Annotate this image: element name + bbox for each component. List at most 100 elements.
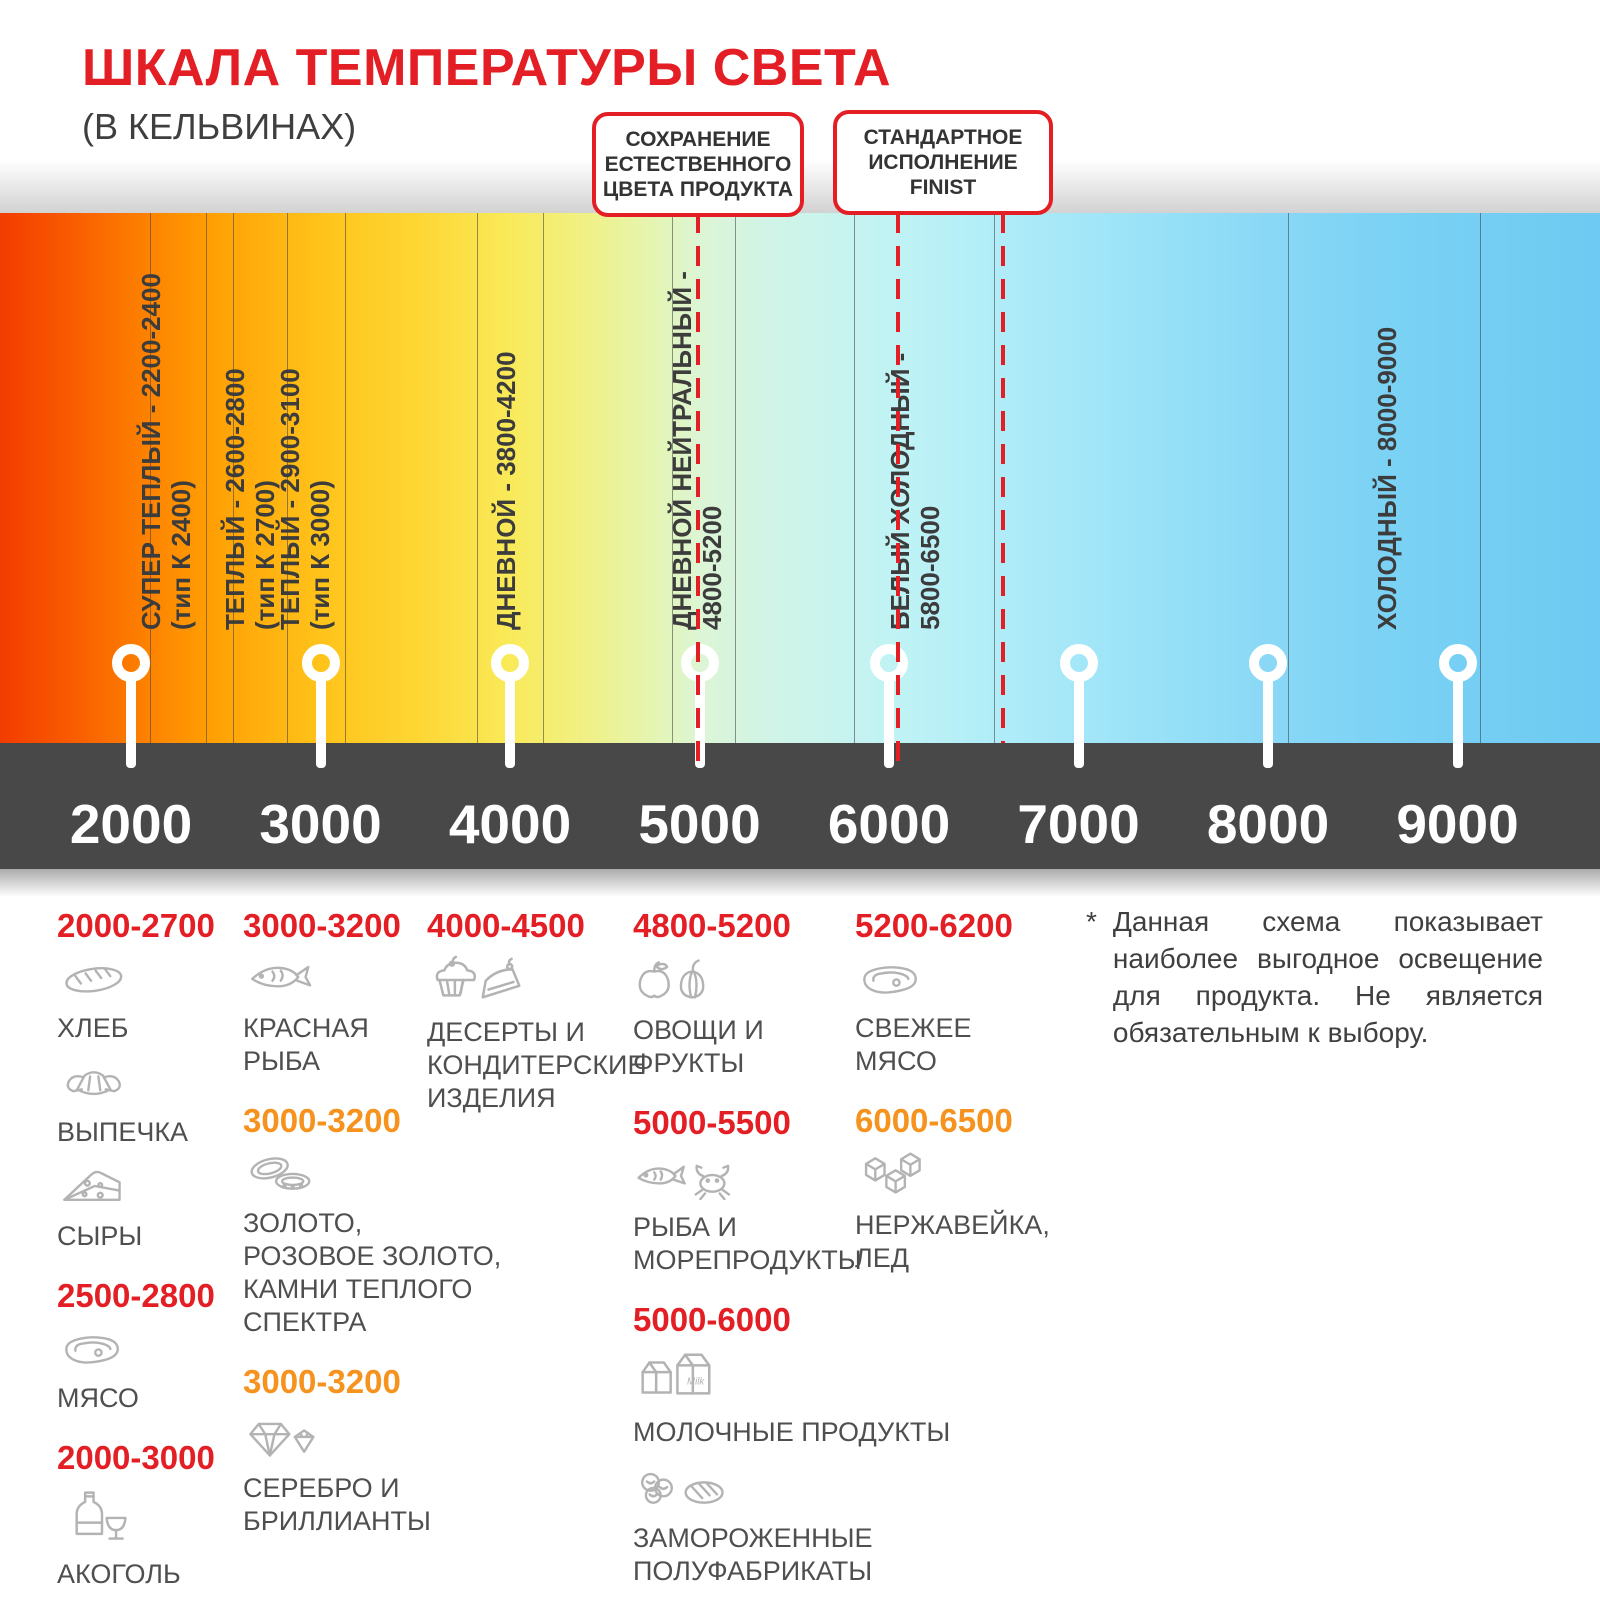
ice-cubes-icon xyxy=(864,1152,921,1194)
zone-label-line2: 5800-6500 xyxy=(914,505,945,630)
scale-pin-ring xyxy=(1059,644,1098,682)
item-label: РЫБА И МОРЕПРОДУКТЫ xyxy=(633,1212,862,1275)
frozen-food-icon xyxy=(641,1472,724,1504)
red-dashed-guide xyxy=(695,213,700,768)
header: ШКАЛА ТЕМПЕРАТУРЫ СВЕТА (В КЕЛЬВИНАХ) xyxy=(82,38,891,148)
scale-pin-ring xyxy=(491,644,529,682)
callout-finist-standard-text: СТАНДАРТНОЕ ИСПОЛНЕНИЕ FINIST xyxy=(863,126,1023,199)
zone-boundary-line xyxy=(1480,213,1482,743)
zone-label-line1: ДНЕВНОЙ НЕЙТРАЛЬНЫЙ - xyxy=(666,271,697,630)
item-label: ОВОЩИ И ФРУКТЫ xyxy=(633,1015,764,1078)
kelvin-tick-label: 3000 xyxy=(259,793,382,855)
callout-natural-color-text: СОХРАНЕНИЕ ЕСТЕСТВЕННОГО ЦВЕТА ПРОДУКТА xyxy=(602,128,794,201)
bread-icon xyxy=(65,967,123,993)
item-label: МОЛОЧНЫЕ ПРОДУКТЫ xyxy=(633,1417,951,1447)
category-column-5: 5200-6200 СВЕЖЕЕ МЯСО 6000-6500 НЕРЖАВЕЙКА,… xyxy=(855,895,1086,1299)
zone-boundary-line xyxy=(672,213,674,743)
item-label: СЫРЫ xyxy=(57,1221,143,1251)
item-label: ХЛЕБ xyxy=(57,1013,129,1043)
category-group: 4800-5200 ОВОЩИ И ФРУКТЫ xyxy=(633,907,855,1080)
range-heading: 2000-3000 xyxy=(57,1439,215,1476)
scale-pin-stem xyxy=(1452,681,1463,768)
dessert-icon xyxy=(435,955,521,999)
category-group: 3000-3200 ЗОЛОТО, РОЗОВОЕ ЗОЛОТО, КАМНИ Т… xyxy=(243,1102,501,1339)
scale-pin-ring xyxy=(1438,644,1477,682)
band-bottom-shadow xyxy=(0,869,1600,897)
zone-label-line2: (тип К 2400) xyxy=(166,480,197,630)
scale-pin-ring xyxy=(1249,644,1287,682)
vegetables-icon-box xyxy=(633,955,855,1008)
kelvin-tick-label: 5000 xyxy=(638,793,761,855)
zone-label-line1: СУПЕР ТЕПЛЫЙ - 2200-2400 xyxy=(136,273,167,630)
footnote: * Данная схема показывает наиболее выгод… xyxy=(1086,903,1543,1051)
temperature-gradient-band: СУПЕР ТЕПЛЫЙ - 2200-2400 (тип К 2400) ТЕПЛ… xyxy=(0,213,1600,768)
item-label: НЕРЖАВЕЙКА, ЛЕД xyxy=(855,1210,1050,1273)
scale-pin-stem xyxy=(1073,681,1084,768)
apple-pepper-icon xyxy=(638,959,705,999)
kelvin-axis: 2000 3000 4000 5000 6000 7000 8000 9000 xyxy=(0,743,1600,869)
diamond-icon xyxy=(249,1422,315,1457)
zone-boundary-line xyxy=(476,213,478,743)
steak-icon-box xyxy=(855,955,1086,1006)
zone-label-line1: ДНЕВНОЙ - 3800-4200 xyxy=(491,351,522,630)
alcohol-icon xyxy=(75,1491,127,1540)
fish-crab-icon xyxy=(637,1164,731,1201)
kelvin-tick-label: 7000 xyxy=(1017,793,1140,855)
scale-pin-ring xyxy=(112,644,150,682)
item-label: КРАСНАЯ РЫБА xyxy=(243,1013,369,1076)
gold-rings-icon xyxy=(250,1157,311,1190)
red-dashed-guide xyxy=(1000,213,1005,743)
ice-icon-box xyxy=(855,1150,1086,1203)
category-group: 2000-3000 АКОГОЛЬ xyxy=(57,1439,243,1591)
scale-pin-stem xyxy=(126,681,136,768)
milk-icon-box: Milk xyxy=(633,1349,855,1410)
scale-pin-ring xyxy=(301,644,340,682)
category-group: 5000-5500 РЫБА И МОРЕПРОДУКТЫ xyxy=(633,1104,862,1277)
range-heading: 3000-3200 xyxy=(243,1102,401,1139)
range-heading: 5200-6200 xyxy=(855,907,1013,944)
red-dashed-guide xyxy=(896,213,901,768)
zone-label: ХОЛОДНЫЙ - 8000-9000 xyxy=(1372,327,1402,630)
category-group: 5200-6200 СВЕЖЕЕ МЯСО xyxy=(855,907,1086,1078)
range-heading: 5000-6000 xyxy=(633,1301,791,1338)
category-column-3: 4000-4500 ДЕСЕРТЫ И КОНДИТЕРСКИЕ ИЗДЕЛИЯ xyxy=(427,895,645,1139)
croissant-icon-box xyxy=(57,1059,243,1110)
category-group: 3000-3200 КРАСНАЯ РЫБА xyxy=(243,907,427,1078)
callout-natural-color: СОХРАНЕНИЕ ЕСТЕСТВЕННОГО ЦВЕТА ПРОДУКТА xyxy=(592,112,804,217)
page-title: ШКАЛА ТЕМПЕРАТУРЫ СВЕТА xyxy=(82,39,892,97)
zone-label-line1: ТЕПЛЫЙ - 2900-3100 xyxy=(275,368,306,630)
zone-boundary-line xyxy=(734,213,736,743)
range-heading: 6000-6500 xyxy=(855,1102,1013,1139)
zone-boundary-line xyxy=(1287,213,1289,743)
category-group: 3000-3200 СЕРЕБРО И БРИЛЛИАНТЫ xyxy=(243,1363,431,1538)
scale-pin-stem xyxy=(1263,681,1273,768)
range-heading: 5000-5500 xyxy=(633,1104,791,1141)
cheese-icon xyxy=(63,1170,121,1201)
fish-icon-box xyxy=(243,955,427,1006)
category-group: 5000-6000 Milk МОЛОЧНЫЕ ПРОДУКТЫ ЗАМОРОЖЕНН… xyxy=(633,1301,950,1588)
zone-label: ТЕПЛЫЙ - 2900-3100 (тип К 3000) xyxy=(275,368,335,630)
range-heading: 3000-3200 xyxy=(243,1363,401,1400)
product-categories: 2000-2700 ХЛЕБ ВЫПЕЧКА СЫРЫ 2500-2800 МЯСО 200… xyxy=(57,895,1086,1600)
range-heading: 4000-4500 xyxy=(427,907,585,944)
zone-label-line2: 4800-5200 xyxy=(696,505,727,630)
kelvin-tick-label: 2000 xyxy=(69,793,193,855)
category-group: 6000-6500 НЕРЖАВЕЙКА, ЛЕД xyxy=(855,1102,1086,1275)
footnote-asterisk: * xyxy=(1086,906,1097,937)
range-heading: 2000-2700 xyxy=(57,907,215,944)
category-group: 2000-2700 ХЛЕБ ВЫПЕЧКА СЫРЫ xyxy=(57,907,243,1253)
kelvin-tick-label: 6000 xyxy=(827,793,951,855)
zone-boundary-line xyxy=(233,213,235,743)
seafood-icon-box xyxy=(633,1152,855,1205)
scale-pin-stem xyxy=(884,681,894,768)
category-column-1: 2000-2700 ХЛЕБ ВЫПЕЧКА СЫРЫ 2500-2800 МЯСО 200… xyxy=(57,895,243,1600)
zone-boundary-line xyxy=(345,213,347,743)
callout-finist-standard: СТАНДАРТНОЕ ИСПОЛНЕНИЕ FINIST xyxy=(833,110,1053,215)
kelvin-tick-label: 4000 xyxy=(448,793,572,855)
item-label: АКОГОЛЬ xyxy=(57,1559,181,1589)
zone-label: ДНЕВНОЙ - 3800-4200 xyxy=(491,351,521,630)
rings-icon-box xyxy=(243,1150,427,1201)
zone-boundary-line xyxy=(994,213,996,743)
scale-pin-stem xyxy=(315,681,326,768)
item-label: ДЕСЕРТЫ И КОНДИТЕРСКИЕ ИЗДЕЛИЯ xyxy=(427,1017,646,1113)
